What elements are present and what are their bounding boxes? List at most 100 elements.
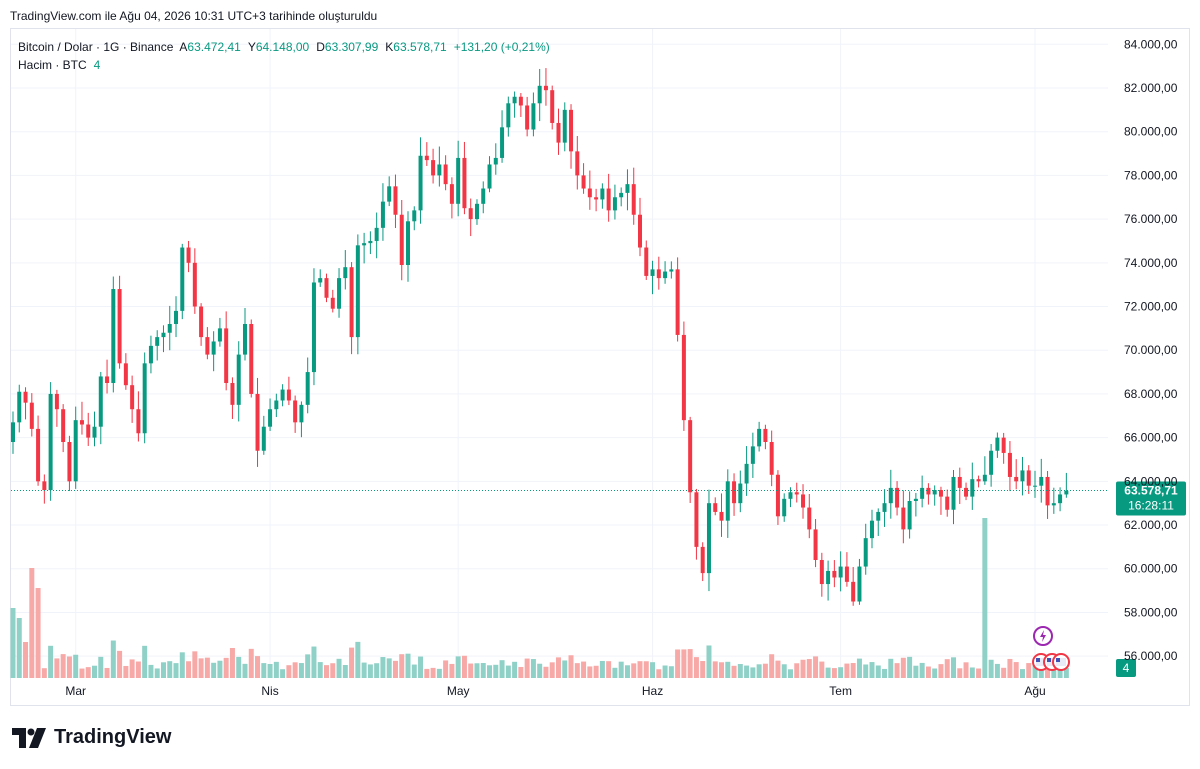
- candle-body: [945, 496, 950, 510]
- volume-bar: [656, 669, 662, 678]
- volume-bar: [775, 660, 781, 678]
- volume-bar: [48, 645, 54, 678]
- candle-body: [794, 492, 799, 495]
- volume-bar: [29, 568, 35, 678]
- tradingview-logo[interactable]: TradingView: [12, 726, 171, 749]
- volume-bar: [142, 645, 148, 678]
- candle-body: [713, 503, 718, 512]
- volume-bar: [10, 608, 16, 678]
- candle-body: [782, 498, 787, 517]
- candle-body: [656, 269, 661, 279]
- volume-bar: [963, 662, 969, 678]
- candle-body: [744, 463, 749, 484]
- candle-body: [612, 197, 617, 211]
- volume-bar: [16, 618, 22, 678]
- candle-body: [305, 372, 310, 405]
- us-flag-canton: [1056, 658, 1061, 662]
- volume-bar: [907, 656, 913, 678]
- volume-bar: [1051, 667, 1057, 678]
- candle-body: [431, 160, 436, 176]
- candle-body: [61, 409, 66, 442]
- volume-bar: [292, 662, 298, 678]
- x-tick-label: Nis: [261, 684, 278, 698]
- candle-body: [330, 297, 335, 309]
- candle-body: [863, 538, 868, 567]
- candle-body: [525, 105, 530, 130]
- volume-bar: [650, 662, 656, 678]
- us-flag-canton: [1036, 658, 1041, 662]
- candle-body: [681, 334, 686, 421]
- volume-bar: [687, 649, 693, 678]
- us-flag-icon: [1036, 658, 1047, 666]
- volume-bar: [988, 659, 994, 678]
- candle-body: [644, 247, 649, 276]
- candle-body: [995, 437, 1000, 451]
- candle-body: [136, 409, 141, 434]
- low-value: 63.307,99: [324, 40, 379, 54]
- close-label: K: [385, 40, 394, 54]
- volume-bar: [461, 655, 467, 678]
- candle-body: [481, 188, 486, 204]
- volume-bar: [781, 664, 787, 678]
- candle-body: [98, 376, 103, 427]
- volume-bar: [530, 659, 536, 678]
- candle-body: [650, 269, 655, 276]
- y-tick-label: 60.000,00: [1124, 562, 1178, 576]
- volume-bar: [982, 518, 988, 678]
- volume-bar: [41, 668, 47, 678]
- volume-bar: [693, 657, 699, 678]
- volume-bar: [110, 640, 116, 678]
- candle-body: [600, 188, 605, 200]
- candle-body: [500, 127, 505, 158]
- candle-body: [23, 391, 28, 403]
- volume-bar: [675, 649, 681, 678]
- candle-body: [531, 103, 536, 130]
- candle-body: [1051, 503, 1056, 506]
- volume-bar: [487, 665, 493, 678]
- candle-body: [11, 422, 15, 442]
- volume-bar: [524, 658, 530, 678]
- candle-body: [387, 186, 392, 202]
- symbol-name[interactable]: Bitcoin / Dolar · 1G · Binance: [18, 40, 174, 54]
- volume-bar: [223, 657, 229, 678]
- volume-bar: [606, 661, 612, 678]
- candle-body: [738, 483, 743, 504]
- volume-bar: [844, 663, 850, 678]
- candle-body: [775, 474, 780, 517]
- y-tick-label: 56.000,00: [1124, 649, 1178, 663]
- candle-body: [167, 324, 172, 333]
- volume-bar: [160, 662, 166, 678]
- volume-bar: [549, 662, 555, 678]
- candle-body: [926, 487, 931, 495]
- volume-bar: [518, 666, 524, 678]
- volume-bar: [324, 665, 329, 678]
- candle-body: [199, 306, 204, 338]
- candle-body: [380, 201, 385, 228]
- candle-body: [324, 278, 329, 298]
- x-tick-label: Ağu: [1024, 684, 1045, 698]
- y-tick-label: 74.000,00: [1124, 256, 1178, 270]
- candle-body: [920, 487, 925, 499]
- volume-bar: [66, 656, 72, 678]
- volume-bar: [411, 664, 417, 678]
- volume-bar: [505, 665, 511, 678]
- candle-body: [130, 385, 135, 410]
- candle-body: [111, 289, 116, 383]
- volume-bar: [267, 663, 273, 678]
- tradingview-logo-icon: [12, 727, 46, 748]
- high-value: 64.148,00: [255, 40, 310, 54]
- candle-body: [242, 324, 247, 355]
- candle-body: [763, 428, 768, 442]
- candle-body: [311, 282, 316, 373]
- y-tick-label: 62.000,00: [1124, 518, 1178, 532]
- x-tick-label: May: [447, 684, 470, 698]
- candle-body: [468, 208, 473, 220]
- volume-label[interactable]: Hacim · BTC: [18, 58, 87, 72]
- change-value: +131,20 (+0,21%): [453, 40, 550, 54]
- volume-bar: [98, 656, 104, 678]
- candle-body: [989, 450, 994, 475]
- candle-body: [17, 391, 22, 423]
- candle-body: [393, 186, 398, 215]
- candle-body: [54, 393, 59, 410]
